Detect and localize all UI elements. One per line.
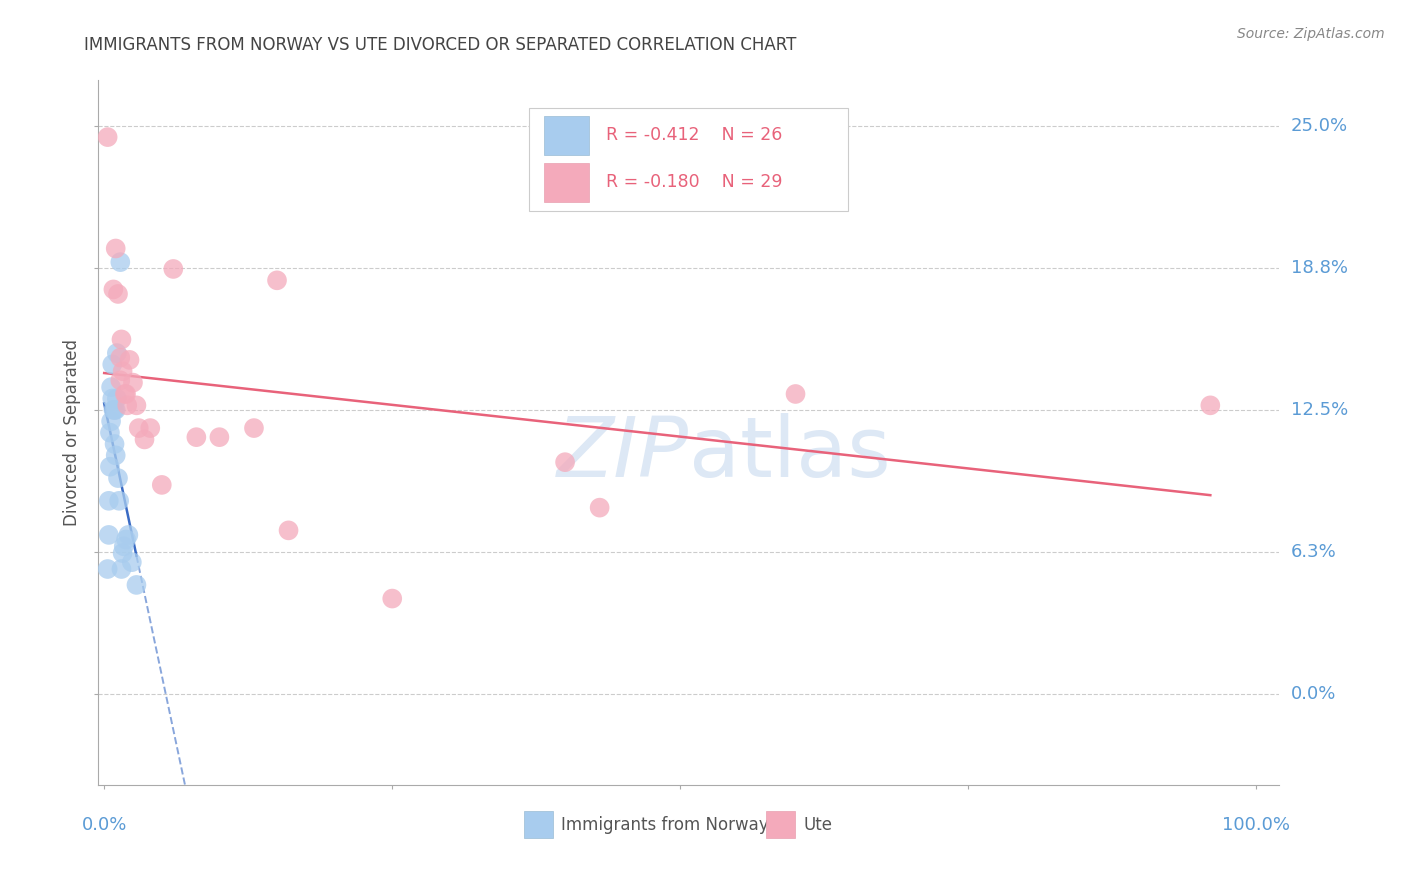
Point [118,352,141,367]
Point [112,539,135,553]
Point [266,273,288,287]
Bar [523,811,553,838]
Point [554,455,576,469]
Point [128,421,150,435]
Point [104,403,127,417]
Text: 12.5%: 12.5% [1291,401,1348,419]
Point [186,430,208,444]
Text: IMMIGRANTS FROM NORWAY VS UTE DIVORCED OR SEPARATED CORRELATION CHART: IMMIGRANTS FROM NORWAY VS UTE DIVORCED O… [84,36,797,54]
Text: R = -0.180    N = 29: R = -0.180 N = 29 [606,173,783,192]
Point [107,471,129,485]
Point [115,387,138,401]
Text: 0.0%: 0.0% [1291,685,1336,703]
Bar [544,163,589,202]
Text: Ute: Ute [803,816,832,834]
Point [125,398,148,412]
Point [125,578,148,592]
Point [108,493,131,508]
Point [208,430,231,444]
Point [134,433,156,447]
Text: R = -0.412    N = 26: R = -0.412 N = 26 [606,127,783,145]
Point [104,242,127,256]
Point [115,533,138,547]
Text: 6.3%: 6.3% [1291,543,1336,561]
Text: 0.0%: 0.0% [82,815,127,833]
Point [98,425,121,440]
Y-axis label: Divorced or Separated: Divorced or Separated [63,339,82,526]
Point [107,287,129,301]
Point [162,262,184,277]
Point [150,478,173,492]
Point [97,528,120,542]
Point [115,398,138,412]
Point [100,380,122,394]
Point [785,387,807,401]
Point [110,373,132,387]
Point [98,459,121,474]
Text: 25.0%: 25.0% [1291,117,1348,135]
Point [97,562,120,576]
Point [139,421,162,435]
Point [110,333,132,347]
Point [243,421,266,435]
Text: ZIP: ZIP [557,413,689,494]
Text: Immigrants from Norway: Immigrants from Norway [561,816,769,834]
Point [101,392,124,406]
Text: 18.8%: 18.8% [1291,259,1347,277]
Text: 100.0%: 100.0% [1222,815,1291,833]
Point [117,528,139,542]
Point [105,392,128,406]
Point [97,493,120,508]
Point [111,364,134,378]
Point [114,387,136,401]
Point [103,403,125,417]
Point [122,376,145,390]
Point [1199,398,1222,412]
Bar [766,811,796,838]
Point [100,414,122,428]
Point [103,282,125,296]
Point [97,130,120,145]
Point [110,255,132,269]
Point [105,346,128,360]
Point [111,546,134,560]
Point [121,555,143,569]
Point [110,562,132,576]
Point [104,448,127,462]
Point [277,524,299,538]
Point [101,358,124,372]
Text: Source: ZipAtlas.com: Source: ZipAtlas.com [1237,27,1385,41]
Point [381,591,404,606]
Point [110,351,132,365]
FancyBboxPatch shape [530,109,848,211]
Point [103,437,125,451]
Bar [544,116,589,154]
Text: atlas: atlas [689,413,890,494]
Point [103,403,125,417]
Point [588,500,610,515]
